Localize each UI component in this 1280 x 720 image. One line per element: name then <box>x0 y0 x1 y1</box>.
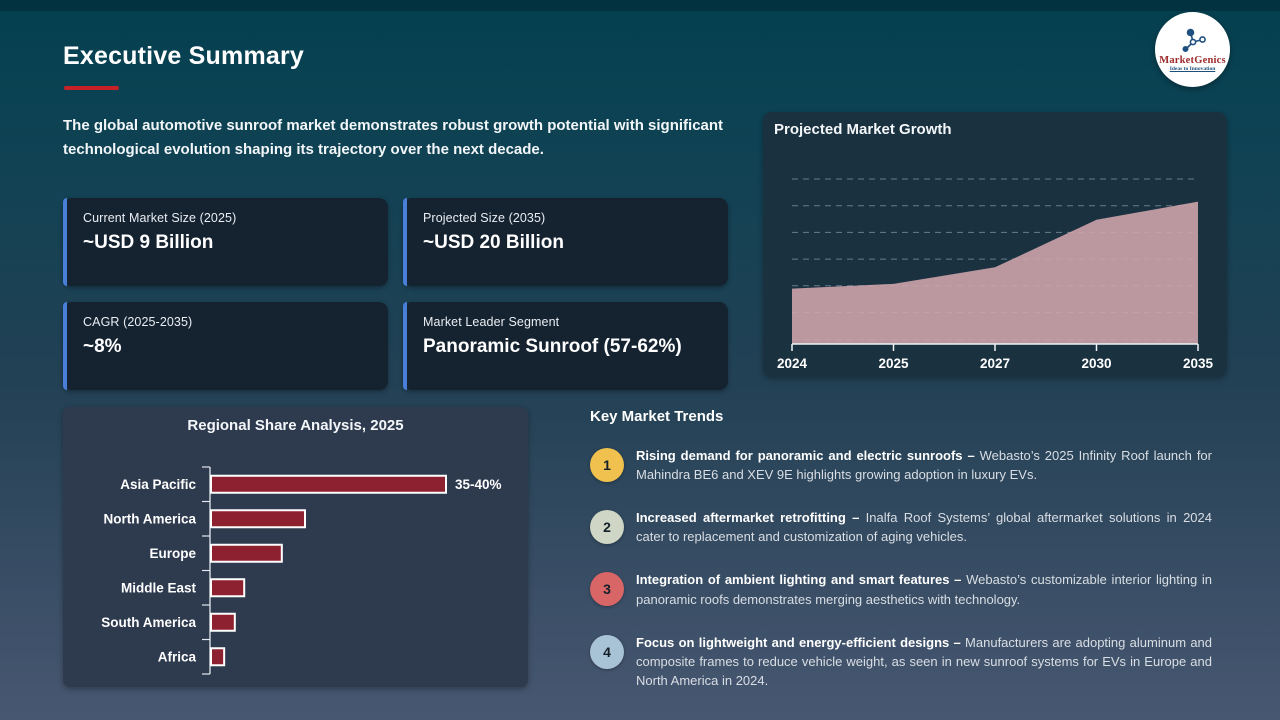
stat-card-cagr: CAGR (2025-2035) ~8% <box>63 302 388 390</box>
trend-number-badge: 4 <box>590 634 624 669</box>
stat-card-accent <box>403 302 407 390</box>
x-axis: 2024 2025 2027 2030 2035 <box>777 343 1214 371</box>
trend-rest: Inalfa Roof Systems’ global aftermarket … <box>636 510 1212 545</box>
trend-item-1: 1 Rising demand for panoramic and electr… <box>590 446 1224 484</box>
stat-value: ~USD 9 Billion <box>83 232 214 253</box>
logo: MarketGenics Ideas to Innovation <box>1155 12 1230 87</box>
page-title: Executive Summary <box>63 42 305 70</box>
trend-text: Integration of ambient lighting and smar… <box>636 570 1212 608</box>
growth-chart-card: Projected Market Growth 2024 2025 2027 2030… <box>763 112 1227 377</box>
category-label: South America <box>101 615 196 630</box>
stat-label: Market Leader Segment <box>423 315 560 329</box>
logo-name: MarketGenics <box>1159 54 1226 66</box>
stat-card-leader-segment: Market Leader Segment Panoramic Sunroof … <box>403 302 728 390</box>
trend-text: Focus on lightweight and energy-efficien… <box>636 633 1212 690</box>
stat-card-accent <box>403 198 407 286</box>
trend-lead: Increased aftermarket retrofitting – <box>636 510 860 526</box>
category-label: Europe <box>149 546 196 561</box>
category-label: Africa <box>158 649 197 664</box>
regional-chart-card: Regional Share Analysis, 2025 Asia Pacif… <box>63 407 528 687</box>
trend-number-badge: 3 <box>590 572 624 607</box>
trend-number-badge: 1 <box>590 448 624 482</box>
stat-card-accent <box>63 302 67 390</box>
bar-series: Asia Pacific 35-40% North America Europe Mid… <box>101 474 502 667</box>
bar <box>210 612 236 632</box>
trends-heading: Key Market Trends <box>590 408 724 425</box>
stat-value: Panoramic Sunroof (57-62%) <box>423 336 682 357</box>
growth-area-chart: 2024 2025 2027 2030 2035 <box>777 178 1214 371</box>
category-label: Asia Pacific <box>120 477 196 492</box>
stat-label: CAGR (2025-2035) <box>83 315 193 329</box>
growth-chart-title: Projected Market Growth <box>774 121 952 138</box>
title-underline <box>64 86 119 90</box>
stat-card-current-size: Current Market Size (2025) ~USD 9 Billio… <box>63 198 388 286</box>
category-label: Middle East <box>121 580 197 595</box>
category-label: North America <box>103 511 196 526</box>
trend-item-4: 4 Focus on lightweight and energy-effici… <box>590 633 1224 690</box>
trend-rest: Webasto’s 2025 Infinity Roof launch for … <box>636 448 1212 483</box>
trend-number-badge: 2 <box>590 510 624 545</box>
trend-rest: Manufacturers are adopting aluminum and … <box>636 634 1213 688</box>
top-strip <box>0 0 1280 11</box>
stat-card-projected-size: Projected Size (2035) ~USD 20 Billion <box>403 198 728 286</box>
stat-cards: Current Market Size (2025) ~USD 9 Billio… <box>63 198 728 390</box>
intro-text: The global automotive sunroof market dem… <box>63 117 724 159</box>
stat-value: ~USD 20 Billion <box>423 232 564 253</box>
stat-label: Current Market Size (2025) <box>83 211 237 225</box>
regional-bar-chart: Asia Pacific 35-40% North America Europe Mid… <box>101 466 502 675</box>
trend-lead: Rising demand for panoramic and electric… <box>636 448 975 463</box>
trend-item-2: 2 Increased aftermarket retrofitting – I… <box>590 508 1224 546</box>
area-series <box>792 201 1198 344</box>
trends-section: Key Market Trends 1 Rising demand for pa… <box>590 408 1224 714</box>
x-tick-label: 2024 <box>777 356 808 371</box>
x-tick-label: 2030 <box>1081 356 1111 371</box>
stat-label: Projected Size (2035) <box>423 211 546 225</box>
bar <box>210 509 306 529</box>
bar <box>210 543 283 563</box>
value-label: 35-40% <box>455 477 502 492</box>
x-tick-label: 2035 <box>1183 356 1214 371</box>
bar <box>210 578 246 598</box>
bar <box>210 647 226 667</box>
trend-item-3: 3 Integration of ambient lighting and sm… <box>590 570 1224 608</box>
stat-card-accent <box>63 198 67 286</box>
stat-value: ~8% <box>83 336 122 357</box>
x-tick-label: 2027 <box>980 356 1010 371</box>
regional-chart-title: Regional Share Analysis, 2025 <box>187 417 404 434</box>
trend-lead: Focus on lightweight and energy-efficien… <box>636 634 961 650</box>
y-axis <box>202 466 211 675</box>
trend-text: Increased aftermarket retrofitting – Ina… <box>636 508 1212 546</box>
molecule-icon <box>1182 28 1206 52</box>
x-tick-label: 2025 <box>878 356 909 371</box>
bar <box>210 474 447 494</box>
logo-tagline: Ideas to Innovation <box>1169 65 1216 72</box>
trend-lead: Integration of ambient lighting and smar… <box>636 572 962 588</box>
trend-text: Rising demand for panoramic and electric… <box>636 446 1212 484</box>
trend-rest: Webasto’s customizable interior lighting… <box>636 572 1212 607</box>
